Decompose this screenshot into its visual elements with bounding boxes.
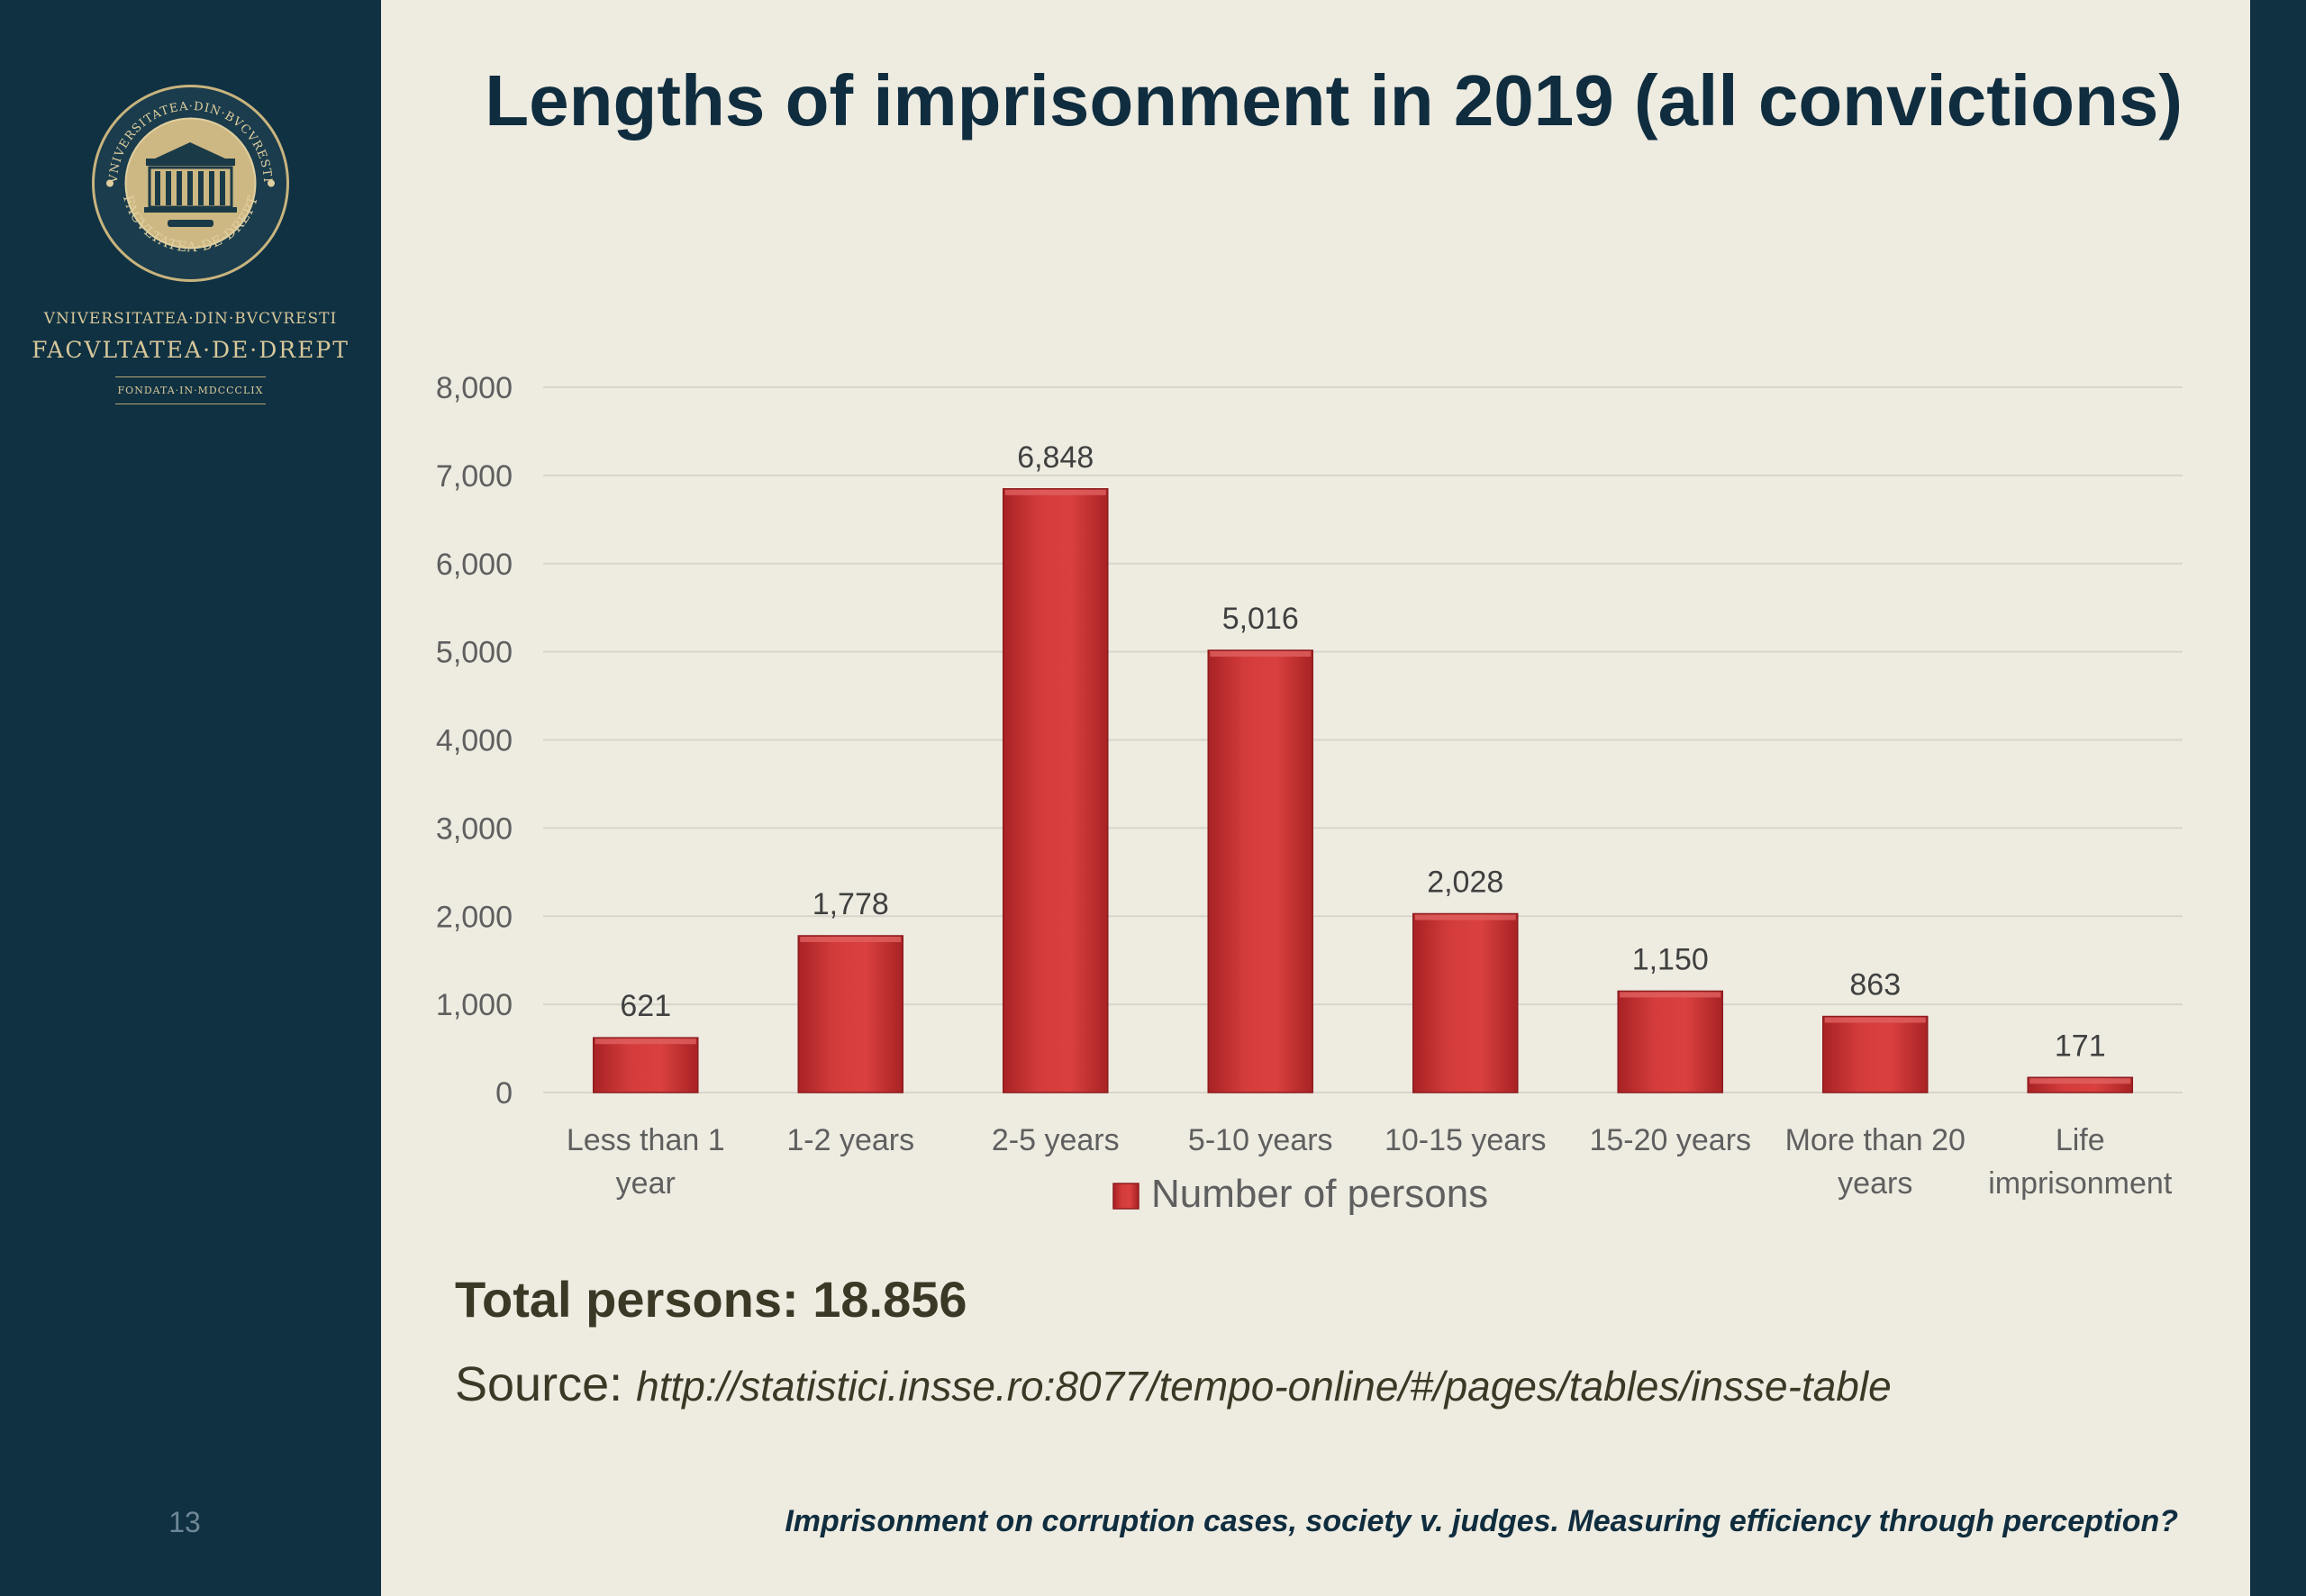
page-number: 13	[168, 1506, 201, 1538]
bar	[1821, 1015, 1929, 1093]
data-label: 621	[620, 989, 671, 1023]
bar	[592, 1037, 699, 1093]
y-tick-label: 3,000	[436, 812, 513, 846]
x-tick-label: 2-5 years	[992, 1123, 1120, 1157]
data-label: 1,150	[1632, 942, 1709, 976]
y-tick-label: 8,000	[436, 371, 513, 405]
y-tick-label: 4,000	[436, 724, 513, 758]
total-persons: Total persons: 18.856	[455, 1271, 967, 1328]
source-label: Source:	[455, 1357, 637, 1411]
x-tick-label: 5-10 years	[1188, 1123, 1333, 1157]
bar-highlight	[1824, 1017, 1926, 1023]
data-label: 2,028	[1427, 866, 1503, 900]
y-tick-label: 2,000	[436, 900, 513, 934]
bar-highlight	[1004, 489, 1106, 495]
x-tick-label: year	[616, 1166, 676, 1201]
bar-highlight	[595, 1038, 696, 1045]
faculty-name: FACVLTATEA·DE·DREPT	[32, 337, 350, 363]
bar	[1412, 912, 1519, 1093]
y-tick-label: 0	[495, 1076, 513, 1111]
right-border	[2250, 0, 2306, 1596]
data-label: 1,778	[813, 887, 889, 921]
bar-highlight	[1414, 914, 1516, 920]
x-tick-label: 10-15 years	[1385, 1123, 1547, 1157]
faculty-seal-logo: VNIVERSITATEA·DIN·BVCVRESTI FACVLTATEA·D…	[92, 85, 289, 282]
source-line: Source: http://statistici.insse.ro:8077/…	[455, 1356, 1892, 1412]
x-tick-label: imprisonment	[1988, 1166, 2173, 1201]
source-link[interactable]: http://statistici.insse.ro:8077/tempo-on…	[636, 1363, 1892, 1410]
y-tick-label: 1,000	[436, 988, 513, 1022]
bar	[797, 935, 904, 1093]
data-label: 5,016	[1222, 602, 1299, 636]
y-tick-label: 6,000	[436, 548, 513, 582]
legend-swatch	[1112, 1183, 1139, 1210]
founded-line: FONDATA·IN·MDCCCLIX	[117, 385, 264, 396]
bar-highlight	[800, 936, 902, 942]
x-tick-label: Life	[2056, 1123, 2105, 1157]
bar	[1002, 488, 1109, 1093]
data-label: 6,848	[1017, 440, 1094, 475]
bar-highlight	[1210, 651, 1312, 657]
x-tick-label: 1-2 years	[786, 1123, 914, 1157]
bar	[1207, 649, 1314, 1093]
bar	[1617, 990, 1724, 1093]
bar-highlight	[2029, 1078, 2131, 1084]
y-tick-label: 5,000	[436, 636, 513, 670]
divider	[115, 376, 266, 377]
legend-label: Number of persons	[1151, 1172, 1488, 1216]
data-label: 863	[1849, 968, 1901, 1002]
y-tick-label: 7,000	[436, 459, 513, 494]
bar-highlight	[1620, 992, 1721, 998]
data-label: 171	[2055, 1029, 2106, 1063]
bar-chart: 0 1,000 2,000 3,000 4,000 5,000 6,000 7,000 8,00…	[436, 371, 2183, 1216]
x-tick-label: More than 20	[1785, 1123, 1966, 1157]
footer-caption: Imprisonment on corruption cases, societ…	[785, 1504, 2178, 1538]
x-tick-label: years	[1838, 1166, 1912, 1201]
sidebar: VNIVERSITATEA·DIN·BVCVRESTI FACVLTATEA·D…	[0, 0, 381, 1596]
slide-title: Lengths of imprisonment in 2019 (all con…	[485, 60, 2183, 141]
x-tick-label: Less than 1	[567, 1123, 725, 1157]
slide-content: Lengths of imprisonment in 2019 (all con…	[381, 0, 2250, 1596]
university-name: VNIVERSITATEA·DIN·BVCVRESTI	[43, 310, 338, 328]
x-tick-label: 15-20 years	[1589, 1123, 1751, 1157]
